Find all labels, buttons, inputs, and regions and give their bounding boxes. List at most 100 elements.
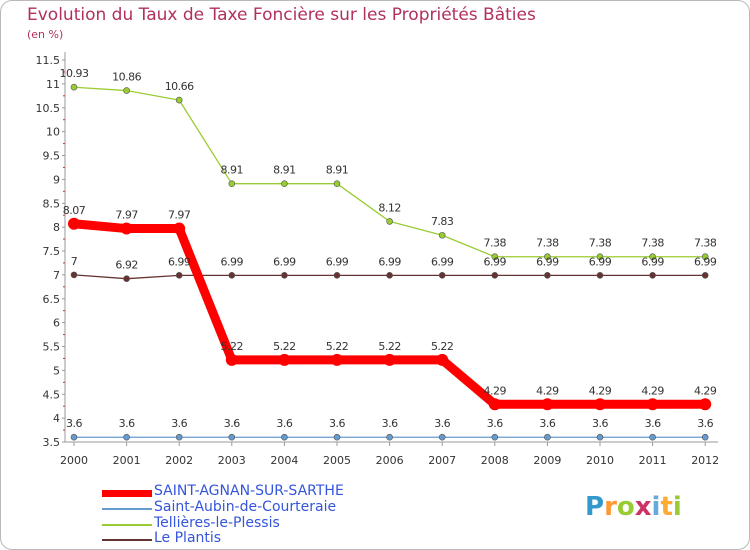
- legend-label-le-plantis: Le Plantis: [154, 530, 222, 546]
- data-label: 6.99: [694, 255, 717, 268]
- data-point: [333, 180, 341, 187]
- data-point: [70, 271, 78, 279]
- legend-swatch-saint-agnan: [102, 490, 152, 497]
- y-tick-label: 10: [46, 126, 60, 139]
- x-tick-label: 2006: [376, 454, 404, 467]
- x-tick-label: 2012: [691, 454, 719, 467]
- data-label: 6.99: [378, 255, 401, 268]
- data-label: 8.12: [378, 201, 401, 214]
- data-point: [544, 433, 551, 441]
- data-label: 3.6: [276, 417, 292, 430]
- data-point: [68, 217, 80, 230]
- data-label: 4.29: [694, 384, 717, 397]
- logo-letter: i: [651, 492, 661, 522]
- data-label: 5.22: [378, 340, 401, 353]
- y-tick-label: 7: [53, 269, 60, 282]
- y-tick-label: 6: [53, 317, 60, 330]
- data-point: [491, 433, 499, 441]
- data-point: [438, 433, 446, 441]
- data-label: 3.6: [487, 417, 503, 430]
- y-tick-label: 6.5: [43, 293, 61, 306]
- data-label: 6.99: [641, 255, 664, 268]
- y-tick-label: 3.5: [43, 436, 61, 449]
- data-point: [331, 353, 343, 366]
- data-point: [596, 272, 604, 279]
- data-label: 3.6: [382, 417, 398, 430]
- data-point: [173, 222, 186, 235]
- data-point: [488, 398, 501, 411]
- data-label: 8.91: [273, 164, 296, 177]
- data-point: [123, 433, 130, 441]
- logo-letter: t: [660, 492, 673, 522]
- data-point: [383, 353, 396, 366]
- data-label: 3.6: [645, 417, 661, 430]
- data-point: [278, 353, 291, 366]
- data-label: 6.99: [589, 255, 612, 268]
- x-tick-label: 2001: [113, 454, 141, 467]
- y-tick-label: 5.5: [43, 341, 61, 354]
- data-label: 7.38: [536, 237, 559, 250]
- data-label: 10.86: [112, 71, 141, 84]
- data-label: 6.99: [536, 255, 559, 268]
- data-point: [646, 398, 659, 411]
- data-label: 3.6: [66, 417, 82, 430]
- data-label: 6.99: [326, 255, 349, 268]
- data-point: [596, 433, 604, 441]
- logo-letter: P: [585, 492, 605, 522]
- data-label: 3.6: [171, 417, 187, 430]
- data-label: 6.92: [115, 259, 138, 272]
- data-label: 3.6: [697, 417, 713, 430]
- x-tick-label: 2004: [270, 454, 298, 467]
- y-tick-label: 11: [46, 78, 60, 91]
- data-point: [175, 96, 183, 104]
- chart-title: Evolution du Taux de Taxe Foncière sur l…: [27, 5, 536, 25]
- data-label: 6.99: [273, 255, 296, 268]
- data-point: [596, 253, 604, 261]
- legend-swatch-tellieres: [102, 524, 152, 526]
- data-point: [649, 253, 656, 261]
- data-point: [70, 433, 78, 441]
- data-point: [701, 272, 709, 279]
- data-label: 6.99: [168, 255, 191, 268]
- x-tick-label: 2011: [639, 454, 667, 467]
- proxiti-logo: Proxiti: [585, 492, 682, 522]
- legend-label-saint-aubin: Saint-Aubin-de-Courteraie: [154, 499, 337, 515]
- x-tick-label: 2005: [323, 454, 351, 467]
- data-label: 3.6: [434, 417, 450, 430]
- data-point: [438, 231, 446, 239]
- x-tick-label: 2007: [428, 454, 456, 467]
- data-point: [386, 272, 393, 279]
- data-label: 7: [71, 255, 78, 268]
- data-point: [120, 222, 133, 235]
- data-label: 8.07: [63, 204, 86, 217]
- legend-swatch-le-plantis: [102, 539, 152, 541]
- data-label: 4.29: [484, 384, 507, 397]
- data-label: 3.6: [539, 417, 555, 430]
- logo-letter: x: [634, 492, 652, 522]
- data-label: 5.22: [431, 340, 454, 353]
- data-label: 3.6: [119, 417, 135, 430]
- y-tick-label: 8.5: [43, 197, 61, 210]
- data-label: 10.93: [60, 67, 89, 80]
- data-label: 5.22: [273, 340, 296, 353]
- legend-swatch-saint-aubin: [102, 508, 152, 510]
- data-label: 7.83: [431, 215, 454, 228]
- x-tick-label: 2003: [218, 454, 246, 467]
- data-point: [281, 272, 288, 279]
- data-point: [544, 253, 551, 261]
- y-tick-label: 5: [53, 364, 60, 377]
- data-point: [333, 272, 341, 279]
- data-point: [491, 272, 499, 279]
- x-tick-label: 2009: [533, 454, 561, 467]
- logo-letter: o: [616, 492, 635, 522]
- data-point: [333, 433, 341, 441]
- x-tick-label: 2002: [165, 454, 193, 467]
- data-point: [228, 433, 236, 441]
- data-point: [699, 398, 712, 411]
- data-point: [228, 272, 236, 279]
- data-label: 7.38: [484, 237, 507, 250]
- data-label: 6.99: [431, 255, 454, 268]
- legend-label-saint-agnan: SAINT-AGNAN-SUR-SARTHE: [154, 483, 344, 499]
- data-point: [225, 353, 238, 366]
- data-label: 5.22: [221, 340, 244, 353]
